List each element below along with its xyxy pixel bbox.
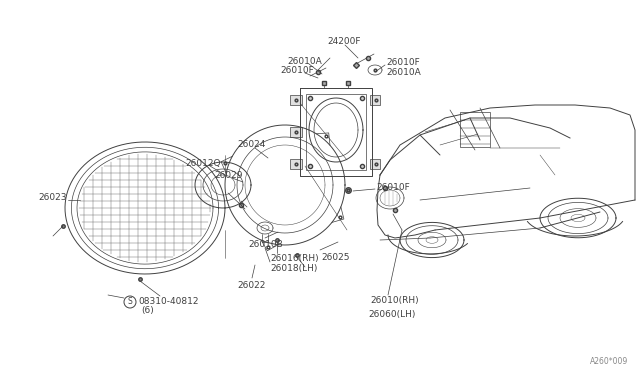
Text: 24200F: 24200F — [327, 36, 360, 45]
Circle shape — [124, 296, 136, 308]
Text: (6): (6) — [141, 307, 154, 315]
Bar — [460, 112, 490, 147]
Text: 26012Q: 26012Q — [185, 158, 221, 167]
Bar — [370, 95, 380, 105]
Text: 26016(RH): 26016(RH) — [270, 253, 319, 263]
Bar — [290, 95, 302, 105]
Text: 26010F: 26010F — [386, 58, 420, 67]
Bar — [290, 159, 302, 169]
Text: 08310-40812: 08310-40812 — [138, 296, 198, 305]
Text: 26060(LH): 26060(LH) — [368, 310, 415, 318]
Text: 26010A: 26010A — [386, 67, 420, 77]
Text: 26022: 26022 — [237, 280, 266, 289]
Text: 26025: 26025 — [321, 253, 349, 263]
Text: 26029: 26029 — [214, 170, 243, 180]
Text: 26010F: 26010F — [376, 183, 410, 192]
Text: 26018(LH): 26018(LH) — [270, 263, 317, 273]
Text: 26010F: 26010F — [280, 65, 314, 74]
Text: 26010B: 26010B — [248, 240, 283, 248]
Bar — [290, 127, 302, 137]
Text: 26024: 26024 — [237, 140, 266, 148]
Text: 26010(RH): 26010(RH) — [370, 295, 419, 305]
Text: 26023: 26023 — [38, 192, 67, 202]
Text: 26010A: 26010A — [287, 57, 322, 65]
Text: S: S — [127, 298, 132, 307]
Bar — [306, 94, 366, 170]
Text: A260*009: A260*009 — [590, 357, 628, 366]
Bar — [370, 159, 380, 169]
